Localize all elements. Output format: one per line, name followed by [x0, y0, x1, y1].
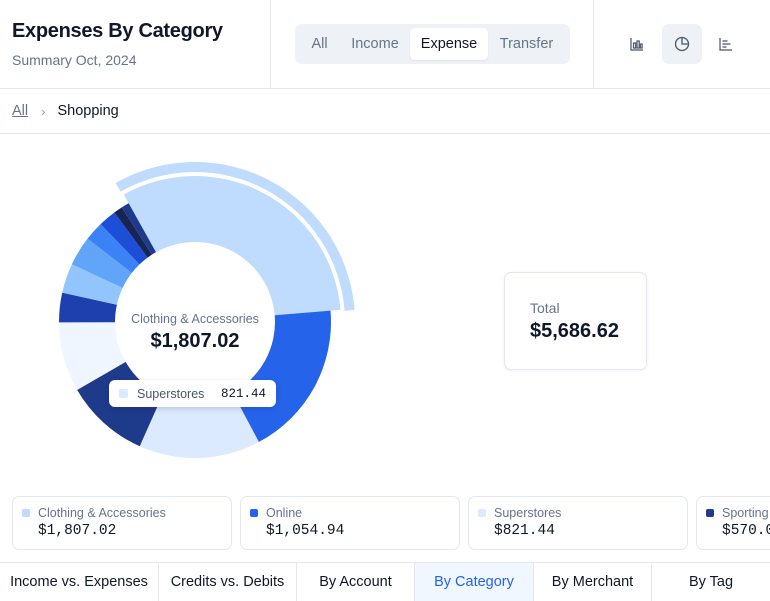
- total-card: Total $5,686.62: [504, 272, 647, 370]
- legend-label: Sporting Goods: [722, 506, 770, 520]
- legend-value: $1,807.02: [38, 523, 117, 539]
- legend-swatch: [250, 509, 258, 517]
- breadcrumb-all-link[interactable]: All: [12, 103, 29, 119]
- pie-slice[interactable]: [114, 207, 152, 258]
- legend-card[interactable]: Superstores $821.44: [468, 496, 688, 550]
- tooltip-label: Superstores: [137, 386, 205, 401]
- pie-slice-highlight-ring: [115, 162, 355, 311]
- breadcrumb: All › Shopping: [0, 89, 770, 134]
- title-block: Expenses By Category Summary Oct, 2024: [12, 20, 223, 68]
- pie-slice[interactable]: [232, 310, 331, 443]
- legend-card[interactable]: Sporting Goods $570.00: [696, 496, 770, 550]
- pie-slice[interactable]: [59, 292, 117, 323]
- chart-center-label: Clothing & Accessories: [131, 312, 259, 326]
- report-tabs: Income vs. Expenses Credits vs. Debits B…: [0, 562, 770, 601]
- pie-slice[interactable]: [100, 212, 148, 265]
- pie-chart-view-button[interactable]: [662, 24, 702, 64]
- pie-slice[interactable]: [59, 322, 126, 390]
- tab-by-category[interactable]: By Category: [415, 563, 534, 601]
- chart-center-value: $1,807.02: [150, 330, 240, 352]
- tooltip-swatch: [119, 389, 128, 398]
- tab-by-account[interactable]: By Account: [297, 563, 415, 601]
- tab-credits-vs-debits[interactable]: Credits vs. Debits: [159, 563, 297, 601]
- tooltip-value: 821.44: [220, 386, 266, 401]
- donut-svg: [59, 162, 355, 458]
- legend-card[interactable]: Online $1,054.94: [240, 496, 460, 550]
- legend-row: Clothing & Accessories $1,807.02 Online …: [12, 496, 770, 550]
- header-divider: [270, 0, 271, 88]
- pie-slice[interactable]: [121, 203, 156, 255]
- tab-income-vs-expenses[interactable]: Income vs. Expenses: [0, 563, 159, 601]
- page-subtitle: Summary Oct, 2024: [12, 52, 137, 68]
- category-donut-chart: Clothing & Accessories $1,807.02 Superst…: [0, 134, 480, 479]
- legend-swatch: [706, 509, 714, 517]
- legend-value: $821.44: [494, 523, 555, 539]
- legend-label: Online: [266, 506, 303, 520]
- pie-slice[interactable]: [71, 238, 132, 289]
- pie-chart-icon: [674, 36, 690, 52]
- type-filter-all[interactable]: All: [311, 36, 328, 52]
- legend-value: $1,054.94: [266, 523, 345, 539]
- total-value: $5,686.62: [530, 320, 619, 342]
- bar-chart-view-button[interactable]: [617, 24, 657, 64]
- list-chart-view-button[interactable]: [706, 24, 746, 64]
- legend-value: $570.00: [722, 523, 770, 539]
- type-filter-transfer[interactable]: Transfer: [499, 36, 554, 52]
- total-label: Total: [530, 300, 560, 316]
- list-chart-icon: [719, 38, 732, 51]
- bar-chart-icon: [630, 38, 643, 51]
- type-filter-expense[interactable]: Expense: [410, 28, 488, 60]
- tab-by-merchant[interactable]: By Merchant: [534, 563, 652, 601]
- legend-swatch: [22, 509, 30, 517]
- header-divider: [593, 0, 594, 88]
- chart-tooltip: Superstores 821.44: [109, 380, 276, 407]
- pie-slice[interactable]: [123, 176, 341, 316]
- legend-label: Superstores: [494, 506, 562, 520]
- header: Expenses By Category Summary Oct, 2024 A…: [0, 0, 770, 89]
- legend-label: Clothing & Accessories: [38, 506, 166, 520]
- pie-slice[interactable]: [139, 392, 259, 458]
- type-filter-income[interactable]: Income: [351, 36, 399, 52]
- type-filter: All Income Expense Transfer: [295, 24, 570, 64]
- pie-slice[interactable]: [62, 264, 123, 305]
- tab-by-tag[interactable]: By Tag: [688, 574, 734, 590]
- legend-swatch: [478, 509, 486, 517]
- page-title: Expenses By Category: [12, 20, 223, 42]
- breadcrumb-current: Shopping: [57, 103, 119, 119]
- pie-slice[interactable]: [87, 224, 140, 273]
- legend-card[interactable]: Clothing & Accessories $1,807.02: [12, 496, 232, 550]
- chevron-right-icon: ›: [41, 103, 46, 119]
